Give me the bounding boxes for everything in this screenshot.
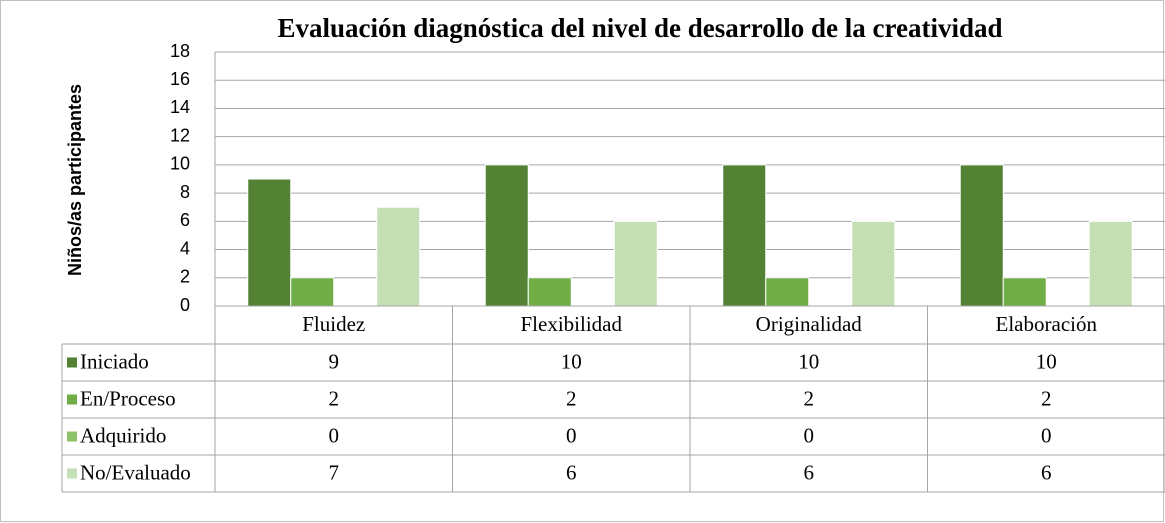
table-value: 0 (1041, 423, 1052, 447)
legend-label: En/Proceso (80, 386, 176, 410)
y-tick-label: 12 (170, 125, 190, 145)
bar (959, 164, 1004, 307)
legend-label: No/Evaluado (80, 460, 191, 484)
bar (765, 277, 810, 307)
table-value: 10 (1036, 349, 1057, 373)
y-axis-label: Niños/as participantes (65, 84, 85, 276)
table-value: 2 (329, 386, 340, 410)
bar (290, 277, 335, 307)
x-tick-label: Fluidez (302, 312, 365, 336)
legend-label: Adquirido (80, 423, 166, 447)
y-tick-label: 0 (180, 295, 190, 315)
table-value: 2 (804, 386, 815, 410)
y-tick-label: 2 (180, 267, 190, 287)
table-value: 2 (566, 386, 577, 410)
legend-swatch (67, 468, 77, 479)
bar (851, 220, 896, 307)
bar (484, 164, 529, 307)
bar (1002, 277, 1047, 307)
table-value: 10 (561, 349, 582, 373)
y-tick-label: 14 (170, 97, 190, 117)
y-tick-label: 18 (170, 41, 190, 61)
y-tick-label: 8 (180, 182, 190, 202)
table-value: 2 (1041, 386, 1052, 410)
x-tick-label: Flexibilidad (521, 312, 623, 336)
bar (376, 206, 421, 307)
legend-swatch (67, 394, 77, 405)
chart-title: Evaluación diagnóstica del nivel de desa… (277, 13, 1002, 43)
table-value: 10 (798, 349, 819, 373)
legend-swatch (67, 357, 77, 368)
x-tick-label: Elaboración (996, 312, 1098, 336)
bar (613, 220, 658, 307)
bar (247, 178, 292, 307)
bar (527, 277, 572, 307)
table-value: 6 (566, 460, 577, 484)
y-tick-label: 16 (170, 69, 190, 89)
y-tick-label: 4 (180, 238, 190, 258)
legend-label: Iniciado (80, 349, 149, 373)
x-tick-label: Originalidad (756, 312, 863, 336)
table-value: 0 (329, 423, 340, 447)
table-value: 9 (329, 349, 340, 373)
y-tick-label: 6 (180, 210, 190, 230)
bar (1088, 220, 1133, 307)
table-value: 7 (329, 460, 340, 484)
table-value: 0 (566, 423, 577, 447)
table-value: 6 (1041, 460, 1052, 484)
table-value: 6 (804, 460, 815, 484)
bar (722, 164, 767, 307)
table-value: 0 (804, 423, 815, 447)
legend-swatch (67, 431, 77, 442)
y-tick-label: 10 (170, 154, 190, 174)
